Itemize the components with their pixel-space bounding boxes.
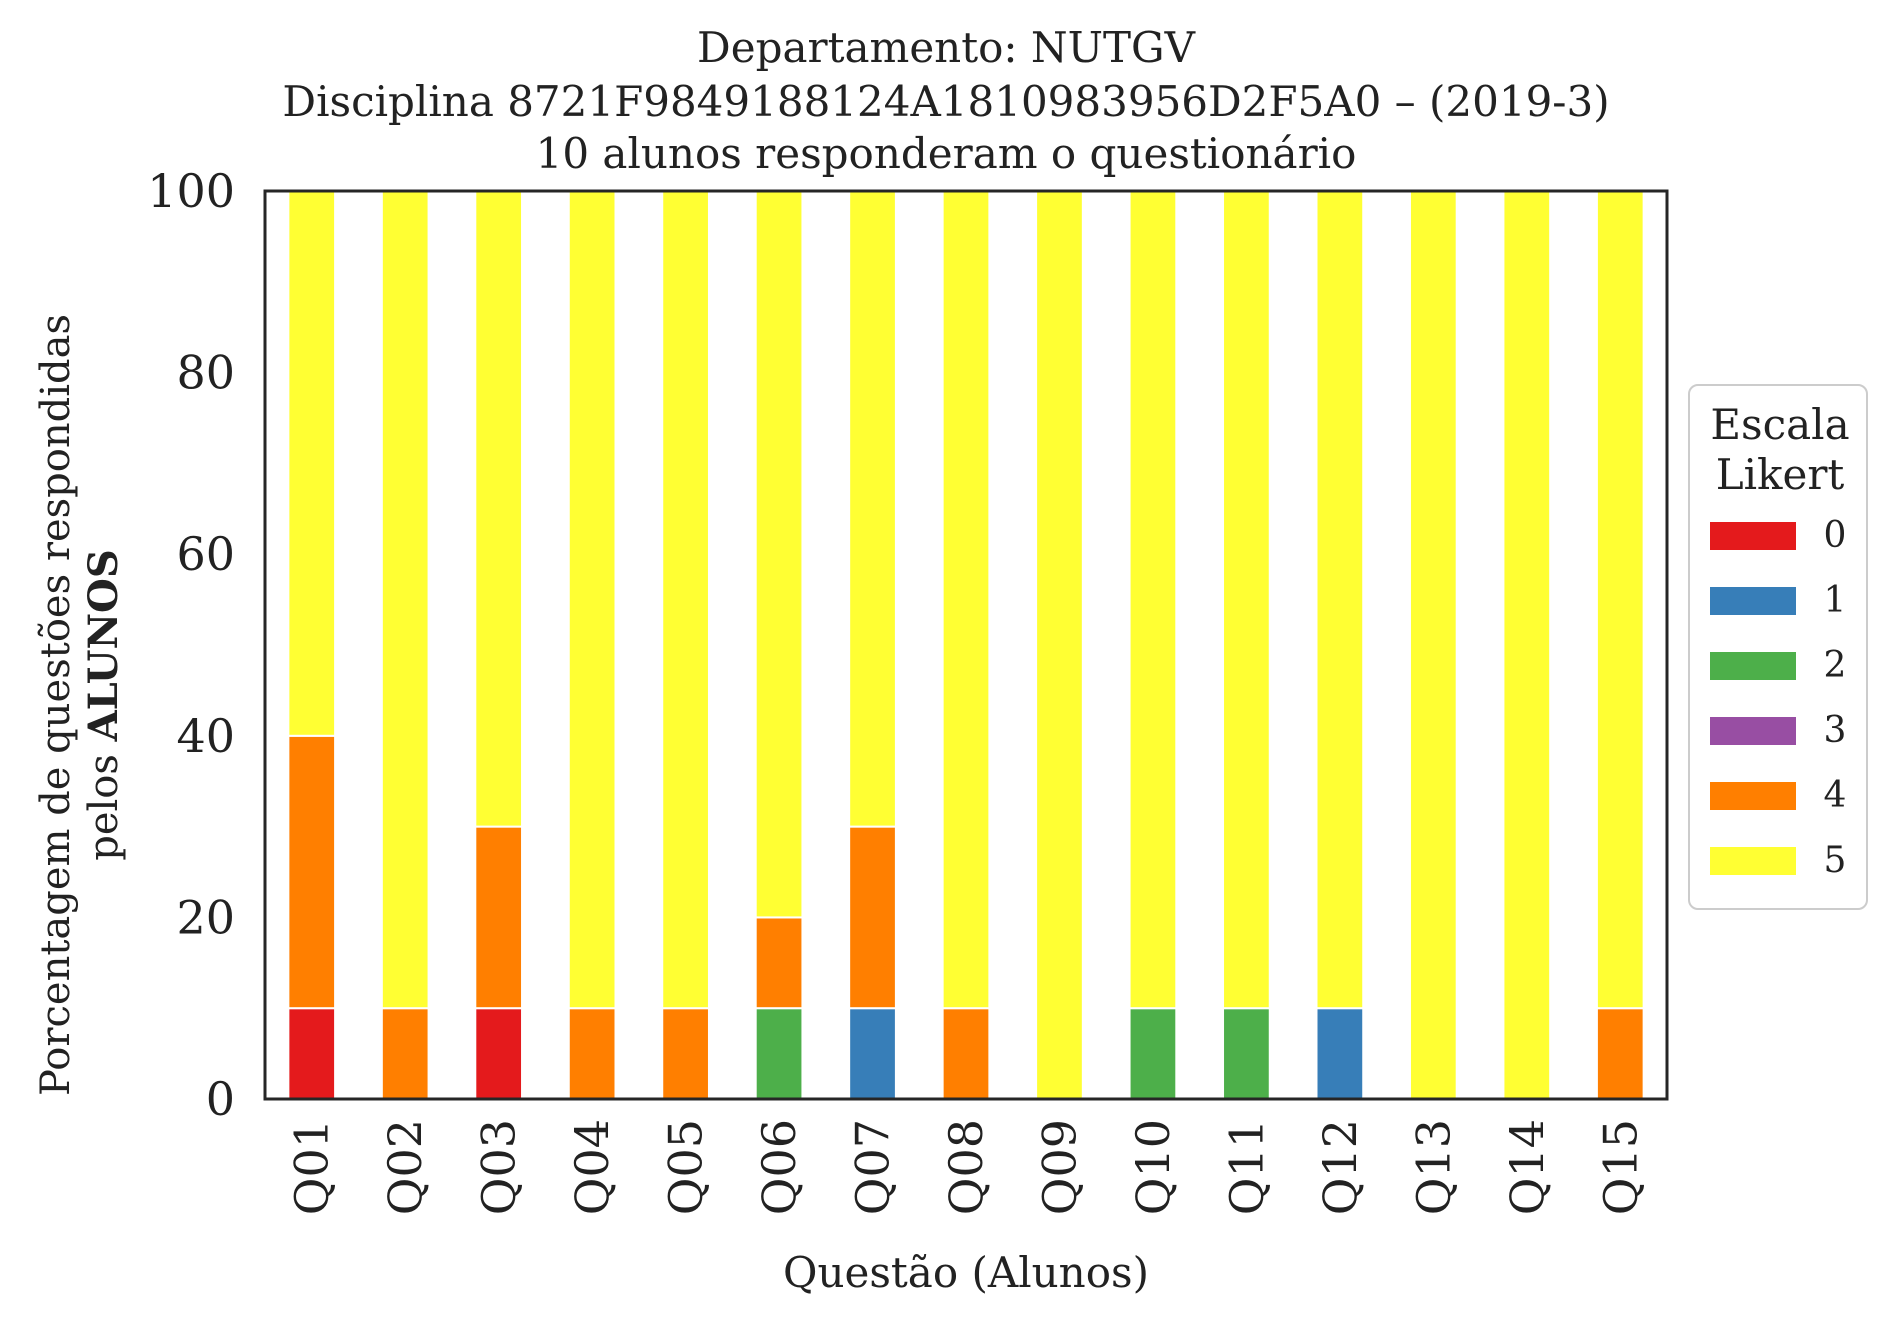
bar-Q05-likert-4 xyxy=(661,1007,710,1101)
x-tick-label-Q05: Q05 xyxy=(659,1119,713,1215)
x-tick-label-Q04: Q04 xyxy=(565,1119,619,1215)
bar-Q01-likert-5 xyxy=(287,190,337,737)
bar-Q11-likert-5 xyxy=(1222,190,1271,1010)
bar-Q06-likert-5 xyxy=(754,190,804,919)
y-tick-label: 40 xyxy=(176,709,235,763)
bar-Q06-likert-4 xyxy=(754,916,804,1010)
y-tick-label: 80 xyxy=(176,346,235,400)
x-tick-label-Q06: Q06 xyxy=(752,1119,806,1215)
legend-swatch-3 xyxy=(1710,717,1796,745)
x-tick-label-Q09: Q09 xyxy=(1032,1119,1086,1215)
legend-label-2: 2 xyxy=(1823,645,1847,686)
x-tick-label-Q14: Q14 xyxy=(1500,1119,1554,1215)
bar-Q08-likert-5 xyxy=(941,190,991,1010)
legend-label-4: 4 xyxy=(1823,775,1847,816)
x-axis-label: Questão (Alunos) xyxy=(783,1248,1149,1297)
bar-Q10-likert-2 xyxy=(1128,1007,1178,1101)
bar-Q10-likert-5 xyxy=(1128,190,1178,1010)
bar-Q15-likert-4 xyxy=(1595,1007,1645,1101)
chart-title-line-3: 10 alunos responderam o questionário xyxy=(535,129,1357,178)
bar-Q08-likert-4 xyxy=(941,1007,991,1101)
bar-Q03-likert-5 xyxy=(474,190,524,828)
legend-label-1: 1 xyxy=(1823,580,1847,621)
bar-Q07-likert-1 xyxy=(848,1007,897,1101)
x-tick-label-Q12: Q12 xyxy=(1313,1119,1367,1215)
y-tick-label: 0 xyxy=(206,1072,235,1126)
legend-label-5: 5 xyxy=(1823,840,1847,881)
x-tick-label-Q08: Q08 xyxy=(939,1119,993,1215)
bar-Q01-likert-4 xyxy=(287,734,337,1010)
bar-Q12-likert-5 xyxy=(1315,190,1365,1010)
legend-label-3: 3 xyxy=(1823,710,1847,751)
bar-Q13-likert-5 xyxy=(1408,190,1458,1100)
legend: Escala Likert 0 1 2 3 4 5 xyxy=(1688,384,1868,910)
legend-title-line-1: Escala xyxy=(1710,400,1850,449)
legend-swatch-4 xyxy=(1710,782,1796,810)
bar-Q05-likert-5 xyxy=(661,190,710,1010)
bar-Q02-likert-5 xyxy=(380,190,430,1010)
x-tick-label-Q10: Q10 xyxy=(1126,1119,1180,1215)
x-tick-label-Q15: Q15 xyxy=(1593,1119,1647,1215)
x-tick-label-Q03: Q03 xyxy=(472,1119,526,1215)
x-tick-label-Q11: Q11 xyxy=(1219,1119,1273,1215)
bar-Q03-likert-0 xyxy=(474,1007,524,1101)
bar-Q07-likert-4 xyxy=(848,825,897,1010)
bar-Q11-likert-2 xyxy=(1222,1007,1271,1101)
bar-Q01-likert-0 xyxy=(287,1007,337,1101)
legend-label-0: 0 xyxy=(1823,515,1847,556)
bar-Q04-likert-5 xyxy=(567,190,617,1010)
bar-Q02-likert-4 xyxy=(380,1007,430,1101)
x-tick-label-Q07: Q07 xyxy=(846,1119,900,1215)
legend-swatch-1 xyxy=(1710,587,1796,615)
x-tick-label-Q13: Q13 xyxy=(1406,1119,1460,1215)
bar-Q03-likert-4 xyxy=(474,825,524,1010)
legend-title-line-2: Likert xyxy=(1715,450,1845,499)
axes-frame xyxy=(263,189,1669,1101)
legend-swatch-5 xyxy=(1710,847,1796,875)
x-tick-label-Q02: Q02 xyxy=(378,1119,432,1215)
y-tick-label: 20 xyxy=(176,890,235,944)
legend-swatch-0 xyxy=(1710,522,1796,550)
bar-Q14-likert-5 xyxy=(1502,190,1552,1100)
chart-title-line-2: Disciplina 8721F9849188124A1810983956D2F… xyxy=(282,77,1610,126)
bar-Q07-likert-5 xyxy=(848,190,897,828)
legend-swatch-2 xyxy=(1710,652,1796,680)
y-tick-label: 60 xyxy=(176,527,235,581)
x-tick-label-Q01: Q01 xyxy=(285,1119,339,1215)
chart-title-line-1: Departamento: NUTGV xyxy=(697,23,1195,72)
y-tick-label: 100 xyxy=(147,164,235,218)
bar-Q04-likert-4 xyxy=(567,1007,617,1101)
bar-Q06-likert-2 xyxy=(754,1007,804,1101)
bar-Q12-likert-1 xyxy=(1315,1007,1365,1101)
bar-Q15-likert-5 xyxy=(1595,190,1645,1010)
bar-Q09-likert-5 xyxy=(1035,190,1084,1100)
